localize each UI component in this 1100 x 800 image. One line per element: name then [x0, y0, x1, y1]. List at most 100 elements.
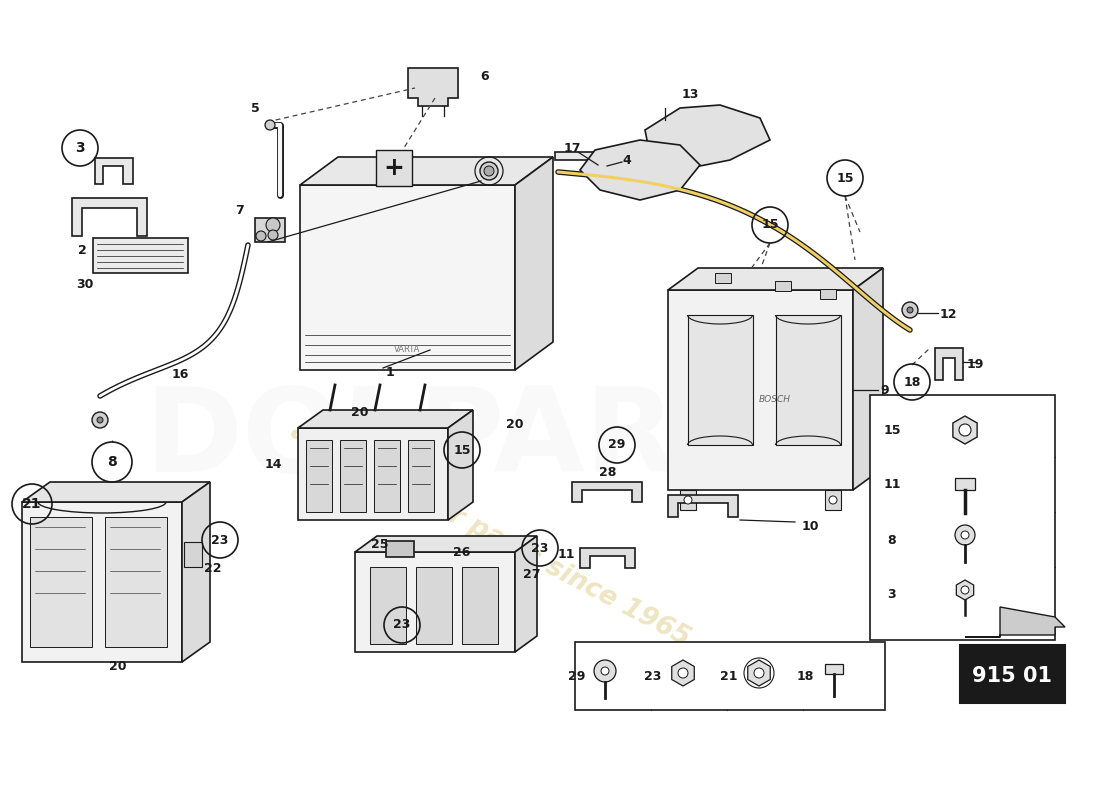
Polygon shape [556, 152, 607, 180]
Polygon shape [300, 157, 553, 185]
FancyBboxPatch shape [376, 150, 412, 186]
Circle shape [266, 218, 280, 232]
Circle shape [268, 230, 278, 240]
Text: 29: 29 [608, 438, 626, 451]
Circle shape [961, 531, 969, 539]
Polygon shape [95, 158, 133, 184]
Text: 23: 23 [531, 542, 549, 554]
Text: 17: 17 [563, 142, 581, 154]
Polygon shape [370, 567, 406, 644]
Text: 26: 26 [453, 546, 471, 559]
Polygon shape [255, 218, 285, 242]
Circle shape [829, 496, 837, 504]
Polygon shape [30, 517, 92, 647]
Polygon shape [462, 567, 498, 644]
Text: 23: 23 [394, 618, 410, 631]
Text: a passion for parts since 1965: a passion for parts since 1965 [286, 418, 694, 652]
Polygon shape [515, 536, 537, 652]
Text: 14: 14 [264, 458, 282, 471]
FancyBboxPatch shape [575, 642, 886, 710]
Circle shape [908, 307, 913, 313]
Polygon shape [340, 440, 366, 512]
Circle shape [902, 302, 918, 318]
Text: 21: 21 [22, 497, 42, 511]
Text: 28: 28 [600, 466, 617, 478]
Text: 25: 25 [372, 538, 388, 551]
Polygon shape [680, 490, 696, 510]
Text: 8: 8 [107, 455, 117, 469]
Text: DOLPARTS: DOLPARTS [144, 382, 836, 498]
Circle shape [754, 668, 764, 678]
Text: 7: 7 [235, 203, 244, 217]
Text: VARTA: VARTA [394, 346, 420, 354]
FancyBboxPatch shape [960, 645, 1065, 703]
Polygon shape [182, 482, 210, 662]
Text: 13: 13 [681, 89, 698, 102]
Circle shape [480, 162, 498, 180]
Text: 11: 11 [558, 549, 574, 562]
Polygon shape [416, 567, 452, 644]
Text: 20: 20 [109, 659, 126, 673]
Polygon shape [515, 157, 553, 370]
FancyBboxPatch shape [825, 664, 843, 674]
Text: 30: 30 [76, 278, 94, 291]
Text: 4: 4 [623, 154, 631, 166]
Text: 2: 2 [78, 243, 87, 257]
Polygon shape [386, 541, 414, 557]
Polygon shape [22, 502, 182, 662]
Circle shape [97, 417, 103, 423]
Polygon shape [776, 281, 791, 291]
Polygon shape [184, 542, 202, 567]
Polygon shape [825, 490, 842, 510]
Text: 18: 18 [796, 670, 814, 682]
Text: 12: 12 [939, 309, 957, 322]
Polygon shape [408, 68, 458, 106]
FancyBboxPatch shape [870, 395, 1055, 640]
Text: 10: 10 [801, 521, 818, 534]
Polygon shape [935, 348, 962, 380]
Polygon shape [645, 105, 770, 168]
Polygon shape [408, 440, 435, 512]
Text: 23: 23 [211, 534, 229, 546]
Polygon shape [580, 548, 635, 568]
Circle shape [684, 496, 692, 504]
Polygon shape [852, 268, 883, 490]
Polygon shape [776, 315, 842, 445]
Text: 1: 1 [386, 366, 395, 378]
Circle shape [678, 668, 688, 678]
Polygon shape [374, 440, 400, 512]
Circle shape [484, 166, 494, 176]
Text: 29: 29 [569, 670, 585, 682]
Polygon shape [715, 273, 732, 283]
Circle shape [92, 412, 108, 428]
Circle shape [959, 424, 971, 436]
Text: 15: 15 [761, 218, 779, 231]
Text: 9: 9 [881, 383, 889, 397]
Text: 5: 5 [251, 102, 260, 114]
Circle shape [601, 667, 609, 675]
Circle shape [961, 586, 969, 594]
Polygon shape [668, 268, 883, 290]
Polygon shape [298, 428, 448, 520]
Polygon shape [688, 315, 754, 445]
Text: 22: 22 [205, 562, 222, 574]
Text: 11: 11 [883, 478, 901, 491]
Text: 27: 27 [524, 569, 541, 582]
Polygon shape [72, 198, 147, 236]
Text: 23: 23 [645, 670, 662, 682]
Text: 15: 15 [836, 171, 854, 185]
Text: 3: 3 [75, 141, 85, 155]
Polygon shape [820, 289, 836, 299]
Text: 16: 16 [172, 369, 189, 382]
Circle shape [955, 525, 975, 545]
Text: 3: 3 [888, 589, 896, 602]
Text: BOSCH: BOSCH [759, 395, 791, 405]
Polygon shape [355, 536, 537, 552]
Text: 915 01: 915 01 [972, 666, 1052, 686]
FancyBboxPatch shape [955, 478, 975, 490]
Text: 20: 20 [351, 406, 369, 419]
Polygon shape [572, 482, 642, 502]
Text: 8: 8 [888, 534, 896, 546]
Text: 15: 15 [453, 443, 471, 457]
Polygon shape [580, 140, 700, 200]
